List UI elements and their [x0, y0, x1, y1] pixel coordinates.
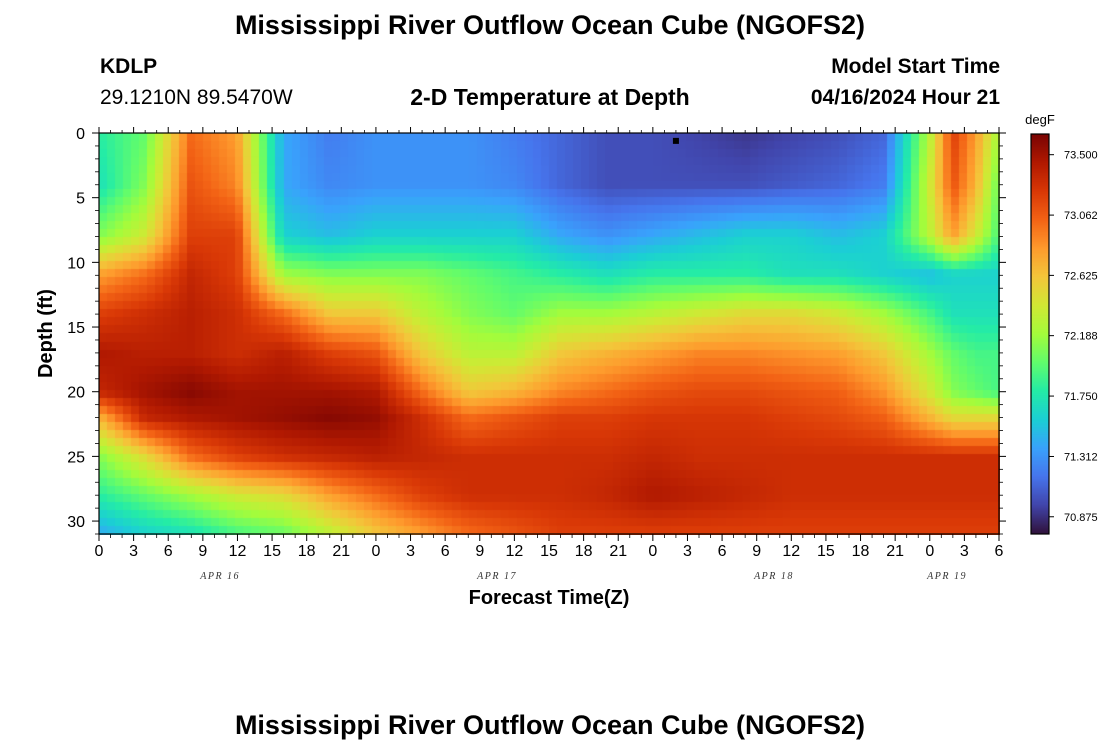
- x-tick-label: 21: [609, 543, 627, 560]
- x-axis-title: Forecast Time(Z): [469, 587, 630, 609]
- x-tick-label: 9: [475, 543, 484, 560]
- colorbar-tick-label: 71.312: [1064, 451, 1098, 463]
- x-tick-label: 3: [683, 543, 692, 560]
- x-tick-label: 3: [960, 543, 969, 560]
- x-tick-label: 6: [164, 543, 173, 560]
- colorbar-units: degF: [1025, 112, 1055, 127]
- x-tick-label: 18: [852, 543, 870, 560]
- y-tick-label: 15: [67, 320, 85, 337]
- colorbar-tick-label: 71.750: [1064, 391, 1098, 403]
- x-tick-label: 6: [441, 543, 450, 560]
- x-tick-label: 0: [648, 543, 657, 560]
- station-marker: [672, 137, 679, 144]
- x-tick-label: 12: [229, 543, 247, 560]
- x-tick-label: 15: [540, 543, 558, 560]
- x-tick-label: 18: [575, 543, 593, 560]
- x-tick-label: 6: [718, 543, 727, 560]
- x-tick-label: 0: [925, 543, 934, 560]
- x-tick-label: 12: [782, 543, 800, 560]
- plot-title: 2-D Temperature at Depth: [410, 84, 690, 110]
- colorbar-tick-label: 73.500: [1064, 150, 1098, 162]
- x-tick-label: 15: [817, 543, 835, 560]
- x-tick-label: 3: [129, 543, 138, 560]
- station-id: KDLP: [100, 55, 158, 78]
- x-tick-label: 9: [198, 543, 207, 560]
- x-tick-label: 6: [995, 543, 1004, 560]
- colorbar-tick-label: 73.062: [1064, 210, 1098, 222]
- model-start-label: Model Start Time: [831, 55, 1000, 78]
- x-tick-label: 21: [886, 543, 904, 560]
- x-tick-label: 18: [298, 543, 316, 560]
- footer-title: Mississippi River Outflow Ocean Cube (NG…: [234, 710, 866, 740]
- date-label: APR 16: [199, 571, 240, 582]
- colorbar-gradient: [1031, 134, 1049, 534]
- colorbar-frame: [1030, 133, 1050, 535]
- x-tick-label: 0: [371, 543, 380, 560]
- x-tick-label: 15: [263, 543, 281, 560]
- y-tick-label: 20: [67, 385, 85, 402]
- x-tick-label: 21: [332, 543, 350, 560]
- colorbar-tick-label: 72.625: [1064, 270, 1098, 282]
- station-coords: 29.1210N 89.5470W: [100, 86, 293, 109]
- y-tick-label: 0: [76, 126, 85, 143]
- page-title: Mississippi River Outflow Ocean Cube (NG…: [234, 10, 866, 40]
- plot-frame: [98, 132, 1000, 535]
- colorbar-tick-label: 70.875: [1064, 512, 1098, 524]
- date-label: APR 17: [476, 571, 517, 582]
- y-axis-title: Depth (ft): [35, 289, 57, 378]
- x-tick-label: 0: [95, 543, 104, 560]
- date-label: APR 18: [753, 571, 794, 582]
- date-label: APR 19: [926, 571, 967, 582]
- temperature-heatmap: [99, 133, 1000, 535]
- y-tick-label: 10: [67, 255, 85, 272]
- model-start-time: 04/16/2024 Hour 21: [810, 86, 1000, 109]
- x-tick-label: 12: [505, 543, 523, 560]
- x-tick-label: 9: [752, 543, 761, 560]
- y-tick-label: 25: [67, 449, 85, 466]
- y-tick-label: 5: [76, 191, 85, 208]
- x-tick-label: 3: [406, 543, 415, 560]
- y-tick-label: 30: [67, 514, 85, 531]
- colorbar-tick-label: 72.188: [1064, 331, 1098, 343]
